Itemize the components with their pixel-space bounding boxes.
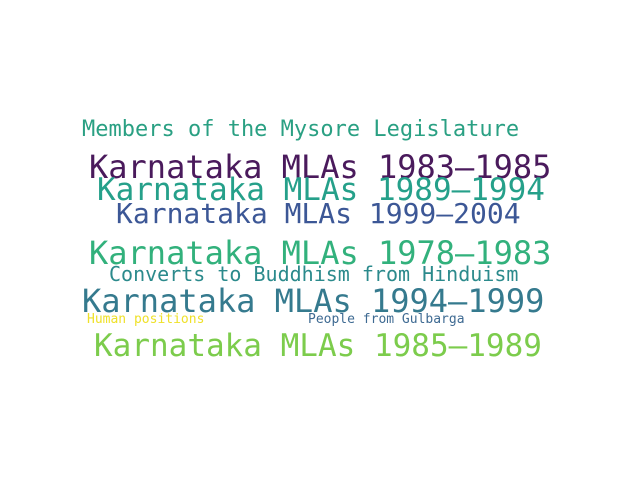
word-members-of-the-mysore-legislature: Members of the Mysore Legislature [82, 117, 520, 142]
word-karnataka-mlas-1989-1994: Karnataka MLAs 1989–1994 [97, 172, 545, 208]
word-human-positions: Human positions [87, 312, 205, 327]
word-karnataka-mlas-1999-2004: Karnataka MLAs 1999–2004 [116, 197, 521, 230]
word-karnataka-mlas-1978-1983: Karnataka MLAs 1978–1983 [89, 234, 552, 272]
word-karnataka-mlas-1994-1999: Karnataka MLAs 1994–1999 [82, 282, 545, 320]
word-converts-to-buddhism-from-hinduism: Converts to Buddhism from Hinduism [109, 262, 519, 286]
word-karnataka-mlas-1983-1985: Karnataka MLAs 1983–1985 [89, 148, 552, 186]
word-people-from-gulbarga: People from Gulbarga [308, 312, 465, 327]
word-karnataka-mlas-1985-1989: Karnataka MLAs 1985–1989 [94, 328, 542, 364]
